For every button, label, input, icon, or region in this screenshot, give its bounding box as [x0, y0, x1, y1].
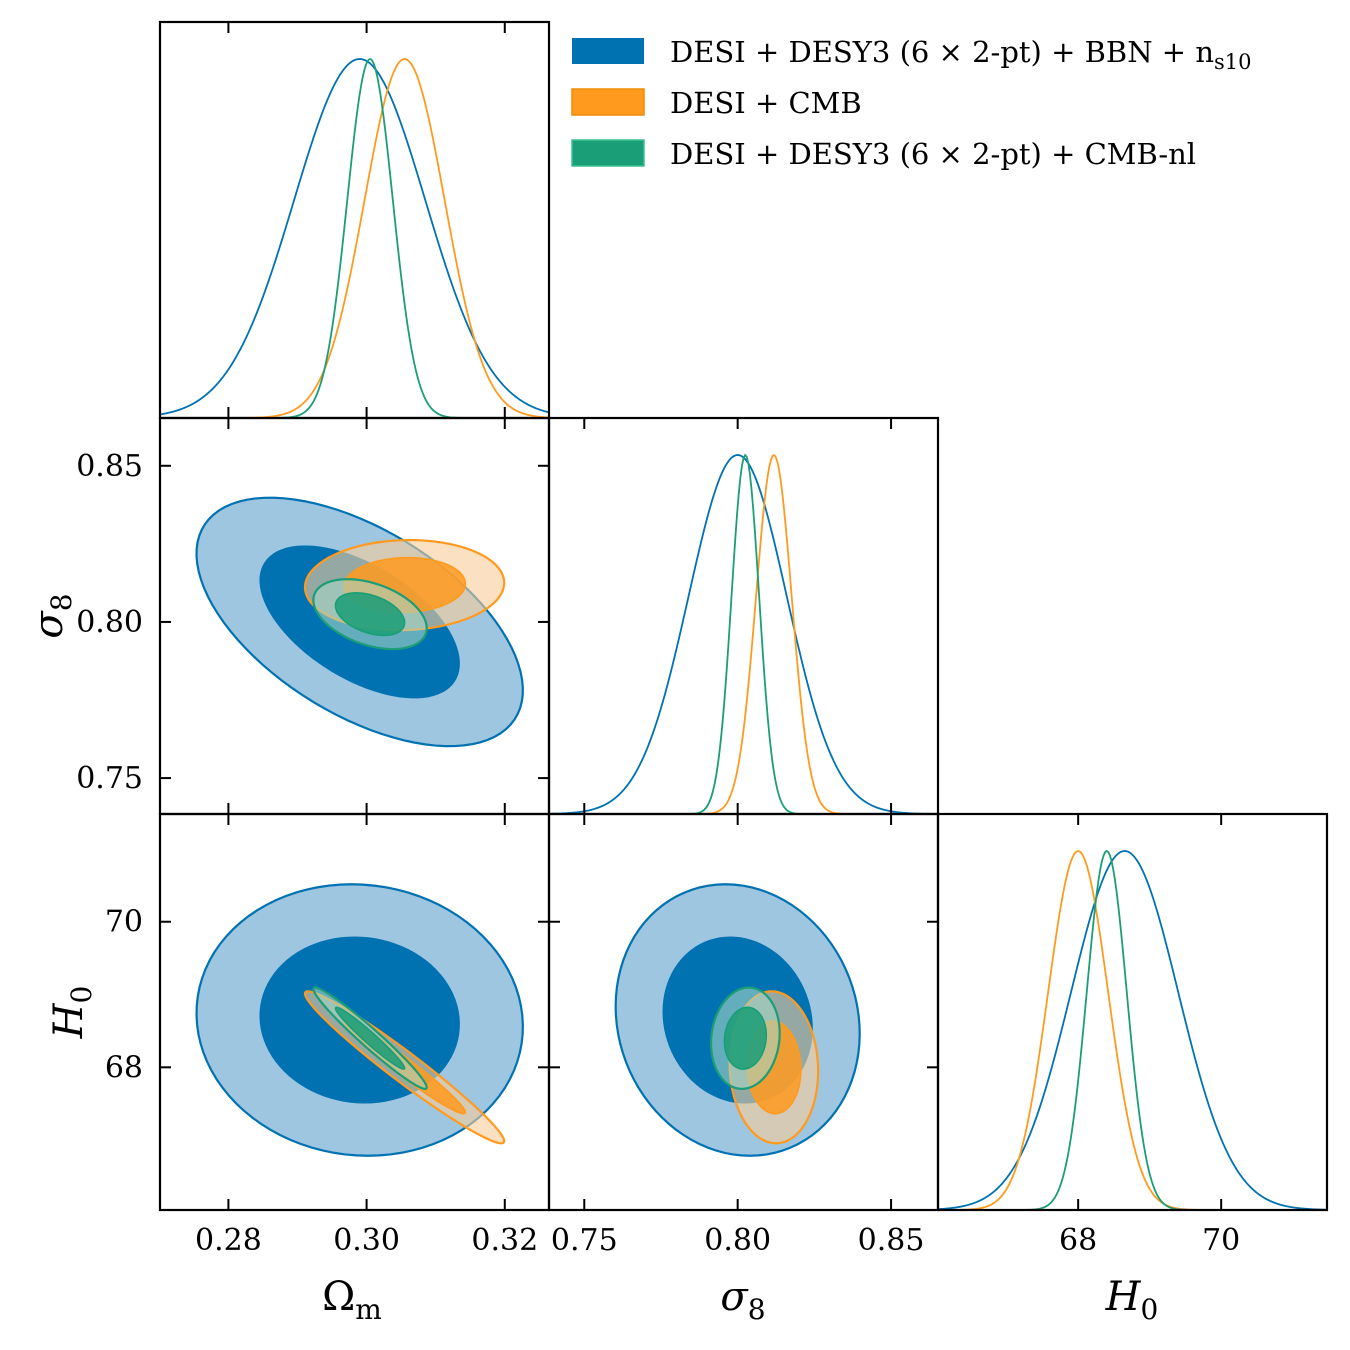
marginal-curve-series-1 — [938, 850, 1327, 1211]
legend-label-desi-desy3-bbn: DESI + DESY3 (6 × 2-pt) + BBN + ns10 — [670, 35, 1252, 74]
x-axis-title-h0: H0 — [1105, 1274, 1159, 1326]
marginal-curve-series-0 — [937, 850, 1328, 1211]
y-tick-label-h0: 70 — [105, 905, 143, 940]
x-tick-label-om: 0.32 — [471, 1223, 538, 1258]
x-tick-label-h0: 68 — [1059, 1223, 1097, 1258]
x-axis-title-omegam: Ωm — [322, 1274, 382, 1326]
y-tick-label-h0: 68 — [105, 1050, 143, 1085]
axis-tick-labels: 0.28 0.30 0.32 0.75 0.80 0.85 68 70 0.75 0.80 0.85… — [76, 449, 1240, 1258]
panel-sigma8-marginal — [547, 416, 940, 816]
contour-68-series-2 — [723, 1006, 768, 1070]
panel-omegam-marginal — [158, 20, 551, 420]
legend-swatch-desi-desy3-cmb-nl — [571, 139, 645, 167]
marginal-curve-series-1 — [160, 58, 550, 419]
panel-h0-vs-sigma8 — [547, 812, 940, 1212]
legend-label-desi-cmb: DESI + CMB — [670, 86, 862, 120]
y-axis-title-sigma8: σ8 — [26, 593, 78, 638]
legend: DESI + DESY3 (6 × 2-pt) + BBN + ns10 DES… — [571, 35, 1252, 171]
x-tick-label-om: 0.30 — [333, 1223, 400, 1258]
x-axis-title-sigma8: σ8 — [720, 1274, 765, 1326]
panel-h0-vs-omegam — [158, 812, 551, 1212]
marginal-curve-series-0 — [548, 454, 939, 815]
axis-ticks — [160, 22, 1223, 1210]
x-tick-label-om: 0.28 — [195, 1223, 262, 1258]
y-tick-label-s8: 0.75 — [76, 761, 143, 796]
panel-h0-marginal — [936, 812, 1329, 1212]
panel-frame — [547, 416, 940, 816]
marginal-curve-series-2 — [938, 849, 1327, 1211]
x-tick-label-s8: 0.80 — [704, 1223, 771, 1258]
legend-swatch-desi-cmb — [571, 88, 645, 116]
y-axis-title-h0: H0 — [46, 986, 98, 1040]
legend-swatch-desi-desy3-bbn — [572, 38, 644, 64]
panel-frame — [158, 20, 551, 420]
y-tick-label-s8: 0.85 — [76, 449, 143, 484]
contour-68-series-2 — [334, 592, 406, 637]
panel-sigma8-vs-omegam — [158, 416, 551, 816]
marginal-curve-series-2 — [549, 453, 938, 815]
legend-label-desi-desy3-cmb-nl: DESI + DESY3 (6 × 2-pt) + CMB-nl — [670, 137, 1196, 171]
marginal-curve-series-1 — [549, 453, 938, 815]
marginal-curve-series-0 — [159, 58, 550, 416]
x-tick-label-s8: 0.85 — [858, 1223, 925, 1258]
y-tick-label-s8: 0.80 — [76, 605, 143, 640]
marginal-curve-series-2 — [160, 58, 549, 419]
contour-68-series-2 — [334, 1006, 406, 1070]
x-tick-label-h0: 70 — [1202, 1223, 1240, 1258]
axis-titles: Ωm σ8 H0 σ8 H0 — [26, 593, 1158, 1326]
x-tick-label-s8: 0.75 — [551, 1223, 618, 1258]
panel-frame — [936, 812, 1329, 1212]
